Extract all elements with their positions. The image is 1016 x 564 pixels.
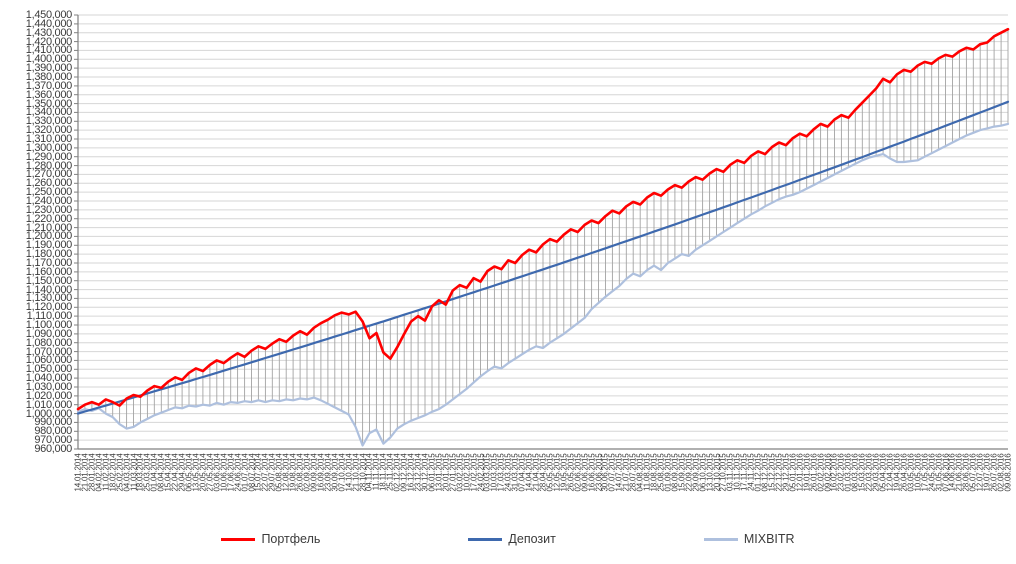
y-tick-label: 1,120,000 bbox=[25, 301, 73, 314]
y-tick-label: 1,280,000 bbox=[25, 159, 73, 172]
series-line-MIXBITR bbox=[76, 122, 1010, 447]
y-tick-label: 1,150,000 bbox=[25, 274, 73, 287]
y-tick-label: 1,260,000 bbox=[25, 177, 73, 190]
y-tick-label: 1,360,000 bbox=[25, 88, 73, 101]
y-tick-label: 1,330,000 bbox=[25, 115, 73, 128]
legend: Портфель Депозит MIXBITR bbox=[0, 526, 1016, 552]
series-line-Депозит bbox=[76, 100, 1010, 415]
deposit-line-swatch bbox=[468, 537, 503, 541]
y-tick-label: 1,090,000 bbox=[25, 327, 73, 340]
y-tick-label: 1,020,000 bbox=[25, 389, 73, 402]
y-tick-label: 1,350,000 bbox=[25, 97, 73, 110]
legend-item-portfolio: Портфель bbox=[221, 532, 320, 546]
y-tick-label: 1,130,000 bbox=[25, 292, 73, 305]
y-tick-label: 1,070,000 bbox=[25, 345, 73, 358]
y-tick-label: 1,160,000 bbox=[25, 265, 73, 278]
y-tick-label: 1,390,000 bbox=[25, 62, 73, 75]
series-line-Портфель bbox=[76, 27, 1010, 411]
y-tick-label: 1,040,000 bbox=[25, 372, 73, 385]
y-tick-label: 1,340,000 bbox=[25, 106, 73, 119]
y-tick-label: 1,110,000 bbox=[26, 310, 73, 323]
y-tick-label: 1,050,000 bbox=[25, 363, 73, 376]
x-tick-label: 09.08.2016 bbox=[1003, 453, 1013, 492]
y-tick-label: 1,100,000 bbox=[25, 319, 73, 331]
y-tick-label: 1,430,000 bbox=[25, 26, 73, 39]
y-tick-label: 1,250,000 bbox=[25, 186, 73, 199]
y-tick-label: 1,030,000 bbox=[25, 381, 73, 393]
y-tick-label: 1,010,000 bbox=[25, 398, 73, 411]
y-tick-label: 1,370,000 bbox=[25, 79, 73, 92]
y-tick-label: 1,170,000 bbox=[25, 257, 73, 269]
y-tick-label: 1,140,000 bbox=[25, 283, 73, 296]
y-tick-label: 1,270,000 bbox=[25, 168, 73, 181]
y-tick-label: 1,290,000 bbox=[25, 150, 73, 163]
y-tick-label: 1,060,000 bbox=[25, 354, 73, 367]
y-tick-label: 1,190,000 bbox=[25, 239, 73, 252]
y-tick-label: 1,300,000 bbox=[25, 141, 73, 154]
y-tick-label: 1,310,000 bbox=[25, 133, 73, 145]
legend-label-mixbitr: MIXBITR bbox=[743, 532, 795, 546]
legend-label-portfolio: Портфель bbox=[261, 532, 321, 546]
y-tick-label: 1,230,000 bbox=[25, 203, 73, 216]
y-tick-label: 1,400,000 bbox=[25, 53, 73, 66]
y-tick-label: 1,410,000 bbox=[25, 44, 73, 57]
y-tick-label: 1,240,000 bbox=[25, 195, 73, 207]
y-tick-label: 1,220,000 bbox=[25, 212, 73, 225]
y-tick-label: 1,200,000 bbox=[25, 230, 73, 243]
y-tick-label: 980,000 bbox=[34, 425, 72, 438]
portfolio-line-swatch bbox=[221, 537, 256, 541]
y-tick-label: 1,080,000 bbox=[25, 336, 73, 349]
legend-label-deposit: Депозит bbox=[508, 532, 556, 546]
y-tick-label: 1,320,000 bbox=[25, 124, 73, 137]
y-tick-label: 1,420,000 bbox=[25, 35, 73, 48]
y-tick-label: 1,450,000 bbox=[25, 9, 73, 21]
y-tick-label: 970,000 bbox=[34, 434, 72, 447]
y-tick-label: 1,000,000 bbox=[25, 407, 73, 420]
y-tick-label: 1,180,000 bbox=[25, 248, 73, 261]
mixbitr-line-swatch bbox=[703, 537, 738, 541]
legend-item-deposit: Депозит bbox=[468, 532, 556, 546]
legend-item-mixbitr: MIXBITR bbox=[703, 532, 795, 546]
y-tick-label: 1,210,000 bbox=[25, 221, 73, 234]
y-tick-label: 960,000 bbox=[34, 443, 72, 455]
y-tick-label: 990,000 bbox=[34, 416, 72, 429]
y-tick-label: 1,380,000 bbox=[25, 71, 73, 83]
y-tick-label: 1,440,000 bbox=[25, 17, 73, 30]
